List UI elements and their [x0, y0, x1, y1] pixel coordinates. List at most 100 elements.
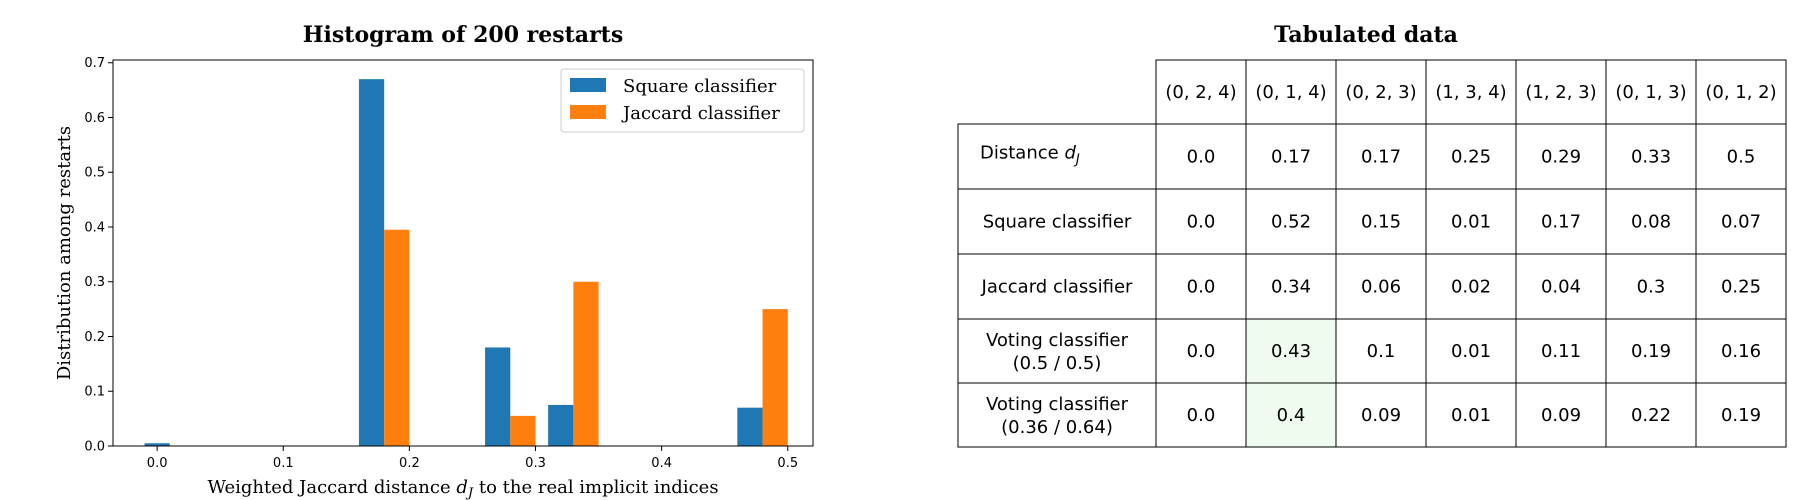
table-cell	[1695, 318, 1787, 384]
table-cell-value: 0.11	[1541, 341, 1581, 362]
table-cell-value: 0.04	[1541, 277, 1581, 298]
table-panel: Tabulated data (0, 2, 4) (0, 1, 4) (0, 2, …	[957, 22, 1787, 448]
legend-frame	[560, 68, 805, 133]
table-cell	[1425, 382, 1517, 448]
y-tick-label: 0.4	[84, 220, 105, 235]
table-cell-value: 0.29	[1541, 147, 1581, 168]
bar-jaccard-0	[384, 229, 410, 446]
table-row-label-cell	[957, 188, 1157, 255]
table-header-label: (0, 2, 3)	[1345, 82, 1416, 103]
table-row-label: Square classifier	[983, 212, 1132, 233]
table-row-label: (0.36 / 0.64)	[1001, 417, 1113, 438]
table-cell	[1155, 253, 1247, 320]
table-cell-value: 0.17	[1541, 212, 1581, 233]
y-tick-label: 0.1	[84, 385, 105, 400]
bar-jaccard-1	[510, 415, 536, 446]
table-cell-value: 0.16	[1721, 341, 1761, 362]
histogram-panel: Histogram of 200 restarts 0.0 0.1 0.2 0.3 0.…	[54, 22, 814, 500]
table-header-label: (1, 3, 4)	[1435, 82, 1506, 103]
legend-swatch-square	[570, 78, 606, 92]
table-cell	[1605, 382, 1697, 448]
table-cell-value: 0.4	[1277, 405, 1306, 426]
x-tick-label: 0.0	[147, 456, 168, 471]
table-cell-value: 0.34	[1271, 277, 1311, 298]
y-axis-label: Distribution among restarts	[54, 126, 75, 380]
table-cell-value: 0.33	[1631, 147, 1671, 168]
y-tick-label: 0.5	[84, 166, 105, 181]
table-cell	[1155, 188, 1247, 255]
x-tick-label: 0.2	[399, 456, 420, 471]
table-cell-value: 0.3	[1637, 277, 1666, 298]
x-axis-ticks: 0.0 0.1 0.2 0.3 0.4 0.5	[147, 446, 798, 471]
histogram-title: Histogram of 200 restarts	[303, 22, 623, 48]
y-tick-label: 0.2	[84, 330, 105, 345]
bar-square-4	[737, 407, 763, 446]
table-cell-value: 0.17	[1271, 147, 1311, 168]
table-cell-value: 0.19	[1721, 405, 1761, 426]
table-cell	[1605, 253, 1697, 320]
bar-jaccard-2	[573, 281, 599, 446]
table-cell	[1515, 188, 1607, 255]
table-header-label: (0, 1, 4)	[1255, 82, 1326, 103]
table-cell-value: 0.1	[1367, 341, 1396, 362]
legend-swatch-jaccard	[570, 105, 606, 119]
table-cell	[1245, 253, 1337, 320]
histogram-bars	[144, 79, 788, 447]
table-cell-value: 0.09	[1541, 405, 1581, 426]
table-cell	[1425, 123, 1517, 190]
table-row-label-cell	[957, 382, 1157, 448]
table-header-label: (0, 1, 2)	[1705, 82, 1776, 103]
table-cell	[1245, 318, 1337, 384]
table-header-label: (0, 1, 3)	[1615, 82, 1686, 103]
legend: Square classifier Jaccard classifier	[560, 68, 805, 133]
bar-square-3	[548, 404, 574, 446]
table-row-label-cell	[957, 123, 1157, 190]
bar-square-1	[358, 79, 385, 447]
x-tick-label: 0.3	[525, 456, 546, 471]
table-header-label: (1, 2, 3)	[1525, 82, 1596, 103]
table-row-label: Jaccard classifier	[981, 277, 1133, 298]
table-cell-value: 0.0	[1187, 405, 1216, 426]
bar-jaccard-3	[762, 309, 788, 446]
table-cell-value: 0.0	[1187, 341, 1216, 362]
table-header-cell	[1425, 59, 1517, 125]
table-row-label: Distance dJ	[980, 143, 1080, 168]
table-cell	[1155, 382, 1247, 448]
table-cell-value: 0.17	[1361, 147, 1401, 168]
table-cell	[1605, 318, 1697, 384]
y-tick-label: 0.0	[84, 440, 105, 455]
table-cell	[1695, 188, 1787, 255]
table-row-label: Voting classifier	[986, 330, 1129, 351]
table-cell-value: 0.0	[1187, 277, 1216, 298]
table-cell-value: 0.52	[1271, 212, 1311, 233]
table-cell-value: 0.01	[1451, 405, 1491, 426]
y-axis-ticks: 0.0 0.1 0.2 0.3 0.4 0.5 0.6 0.7	[84, 56, 113, 455]
bar-square-0	[144, 443, 170, 446]
y-tick-label: 0.6	[84, 111, 105, 126]
table-cell-value: 0.07	[1721, 212, 1761, 233]
bar-square-2	[485, 347, 511, 446]
table-cell	[1155, 123, 1247, 190]
x-tick-label: 0.1	[273, 456, 294, 471]
table-cell	[1605, 188, 1697, 255]
y-tick-label: 0.7	[84, 56, 105, 71]
table-title: Tabulated data	[1274, 22, 1458, 48]
table-cell	[1695, 382, 1787, 448]
table-cell	[1335, 123, 1427, 190]
table-cell-value: 0.01	[1451, 212, 1491, 233]
table-cell-value: 0.25	[1451, 147, 1491, 168]
table-header-cell	[1695, 59, 1787, 125]
table-cell	[1515, 123, 1607, 190]
table-cell	[1605, 123, 1697, 190]
data-table: (0, 2, 4) (0, 1, 4) (0, 2, 3) (1, 3, 4) (1, …	[957, 59, 1787, 448]
table-cell	[1425, 188, 1517, 255]
legend-label-jaccard: Jaccard classifier	[621, 103, 780, 124]
table-row-label: Voting classifier	[986, 394, 1129, 415]
table-cell	[1245, 188, 1337, 255]
table-cell-value: 0.5	[1727, 147, 1756, 168]
table-cell-value: 0.43	[1271, 341, 1311, 362]
table-row-label-cell	[957, 318, 1157, 384]
table-cell-value: 0.15	[1361, 212, 1401, 233]
x-tick-label: 0.5	[777, 456, 798, 471]
table-cell	[1695, 123, 1787, 190]
